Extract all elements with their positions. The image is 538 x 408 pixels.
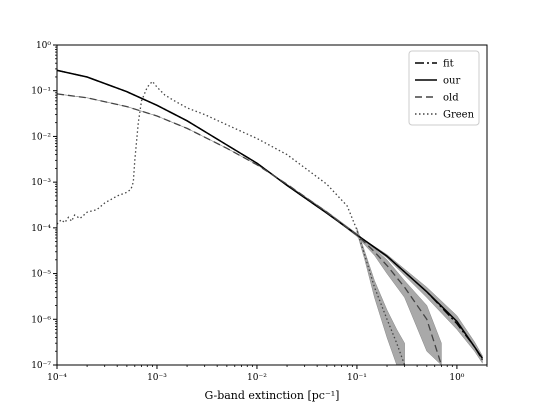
y-tick-label: 10⁻⁷: [31, 361, 51, 371]
y-tick-label: 10⁻⁴: [31, 224, 51, 234]
legend: fit our old Green: [408, 50, 480, 126]
y-axis-ticks: 10⁻⁷ 10⁻⁶ 10⁻⁵ 10⁻⁴ 10⁻³ 10⁻² 10⁻¹ 10⁰: [31, 41, 57, 371]
y-tick-label: 10⁻³: [31, 178, 51, 188]
series-line-green: [57, 80, 406, 365]
legend-label-fit: fit: [443, 59, 454, 70]
y-tick-label: 10⁻⁵: [31, 270, 51, 280]
y-tick-label: 10⁻¹: [31, 87, 51, 97]
y-tick-label: 10⁻²: [31, 132, 51, 142]
legend-box: [408, 50, 480, 126]
band-old: [57, 93, 442, 365]
x-tick-label: 10⁻¹: [347, 373, 367, 383]
legend-label-old: old: [443, 93, 459, 104]
x-tick-label: 10⁰: [449, 373, 464, 383]
series-lines: [57, 69, 484, 365]
x-tick-label: 10⁻³: [147, 373, 167, 383]
band-green: [356, 227, 405, 365]
series-line-old: [57, 93, 443, 365]
x-axis-label: G-band extinction [pc⁻¹]: [205, 389, 340, 402]
x-tick-label: 10⁻²: [247, 373, 267, 383]
x-tick-label: 10⁻⁴: [47, 373, 67, 383]
y-tick-label: 10⁻⁶: [31, 315, 51, 325]
legend-label-our: our: [443, 76, 460, 87]
y-tick-label: 10⁰: [36, 41, 51, 51]
legend-label-green: Green: [443, 110, 475, 121]
x-axis-ticks: 10⁻⁴ 10⁻³ 10⁻² 10⁻¹ 10⁰: [47, 365, 488, 383]
series-line-our: [57, 69, 484, 359]
plot-frame: [56, 44, 488, 366]
